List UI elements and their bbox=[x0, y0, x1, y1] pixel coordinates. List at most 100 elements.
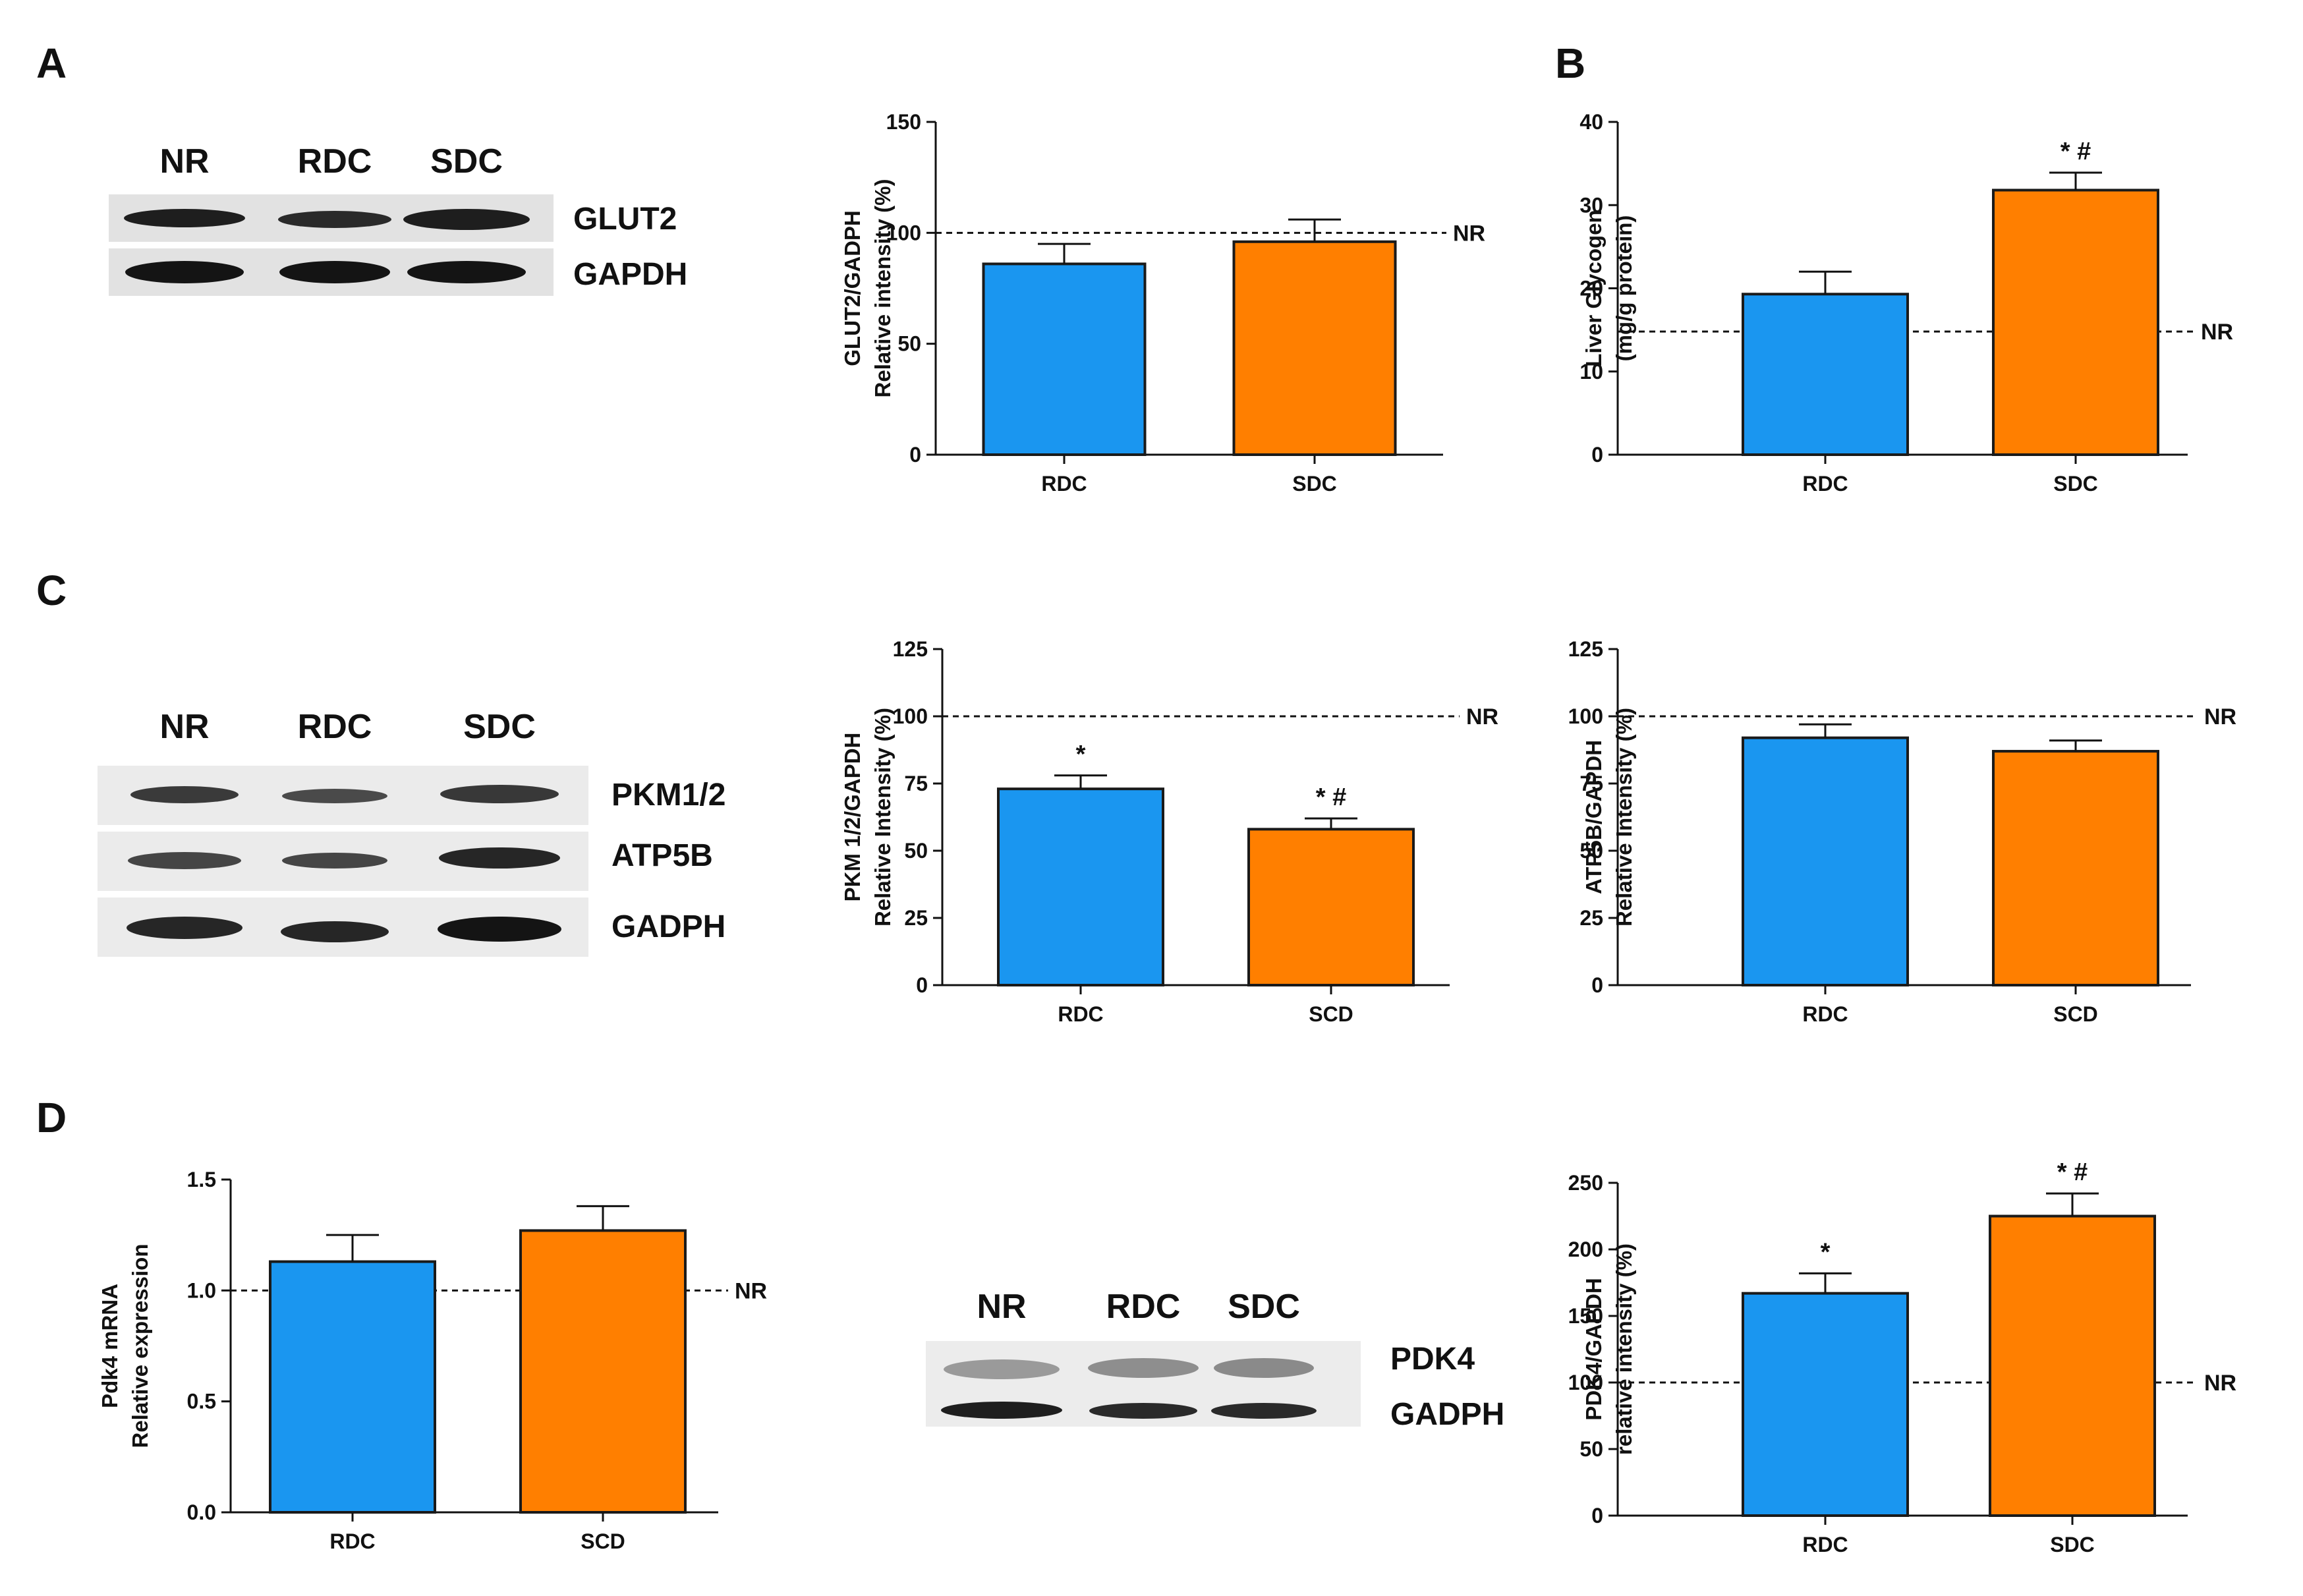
y-tick-label: 0 bbox=[1591, 973, 1603, 997]
x-tick-label: SCD bbox=[2053, 1002, 2098, 1026]
x-tick-label: RDC bbox=[329, 1529, 375, 1553]
blot-lane-label: SDC bbox=[463, 708, 536, 746]
blot-protein-label: GAPDH bbox=[573, 257, 687, 292]
blot-lane-label: SDC bbox=[430, 142, 503, 181]
blot-band bbox=[403, 209, 530, 230]
y-tick-label: 20 bbox=[1579, 277, 1603, 300]
y-axis-title: PDK4/GAPDH relative intensity (%) bbox=[1581, 1243, 1636, 1455]
y-axis-title: Pdk4 mRNA Relative expression bbox=[98, 1244, 152, 1448]
western-blot-a: NR RDC SDC GLUT2 GAPDH bbox=[109, 142, 687, 296]
blot-lane-label: RDC bbox=[298, 708, 372, 746]
significance-label: * bbox=[1821, 1238, 1831, 1266]
y-tick-label: 0 bbox=[1591, 1504, 1603, 1527]
western-blot-c: NR RDC SDC PKM1/2 ATP5B GADPH bbox=[98, 708, 725, 957]
reference-label: NR bbox=[2204, 1371, 2236, 1396]
y-axis-title: GLUT2/GADPH Relative intensity (%) bbox=[840, 179, 895, 398]
reference-label: NR bbox=[2204, 704, 2236, 729]
blot-band bbox=[1088, 1358, 1199, 1378]
blot-band bbox=[438, 917, 561, 942]
bar-chart-liver-glycogen: 0 10 20 30 40 NR RDC SDC * # Liver Glycogen (mg/g … bbox=[1579, 110, 2233, 496]
x-tick-label: SDC bbox=[2050, 1533, 2095, 1556]
significance-label: * # bbox=[2061, 138, 2091, 165]
panel-label-a: A bbox=[36, 40, 67, 87]
y-tick-label: 100 bbox=[1568, 704, 1603, 728]
blot-band bbox=[439, 847, 560, 869]
blot-band bbox=[1211, 1403, 1317, 1419]
blot-protein-label: PDK4 bbox=[1390, 1342, 1475, 1377]
reference-label: NR bbox=[1453, 221, 1485, 246]
x-tick-label: SCD bbox=[581, 1529, 625, 1553]
y-tick-label: 0 bbox=[1591, 443, 1603, 467]
blot-protein-label: GADPH bbox=[1390, 1397, 1504, 1432]
panel-label-c: C bbox=[36, 567, 67, 614]
bar bbox=[1742, 1292, 1909, 1518]
blot-band bbox=[282, 853, 387, 869]
blot-protein-label: PKM1/2 bbox=[611, 778, 725, 812]
y-tick-label: 25 bbox=[1579, 906, 1603, 930]
y-axis-title: Liver Glycogen (mg/g protein) bbox=[1581, 210, 1636, 366]
bar-chart-atp5b: 0 25 50 75 100 125 NR RDC SCD ATP5B/GAPDH Relative… bbox=[1568, 637, 2237, 1026]
y-tick-label: 75 bbox=[904, 772, 928, 795]
blot-band bbox=[278, 211, 391, 228]
x-tick-label: SDC bbox=[1292, 472, 1337, 496]
blot-band bbox=[282, 789, 387, 803]
y-tick-label: 100 bbox=[893, 704, 928, 728]
x-tick-label: RDC bbox=[1802, 1533, 1848, 1556]
blot-band bbox=[440, 785, 559, 803]
y-tick-label: 100 bbox=[886, 221, 921, 244]
y-tick-label: 25 bbox=[904, 906, 928, 930]
x-tick-label: RDC bbox=[1802, 472, 1848, 496]
blot-band bbox=[944, 1359, 1060, 1379]
y-tick-label: 50 bbox=[1579, 1437, 1603, 1461]
y-tick-label: 150 bbox=[886, 110, 921, 134]
reference-label: NR bbox=[735, 1278, 767, 1303]
y-tick-label: 100 bbox=[1568, 1371, 1603, 1394]
bar-chart-pdk4-mrna: 0.0 0.5 1.0 1.5 NR RDC SCD Pdk4 mRNA Relative ex… bbox=[98, 1168, 767, 1553]
reference-label: NR bbox=[1466, 704, 1498, 729]
blot-band bbox=[1089, 1403, 1197, 1419]
y-tick-label: 40 bbox=[1579, 110, 1603, 134]
blot-band bbox=[1214, 1358, 1314, 1378]
y-tick-label: 50 bbox=[904, 839, 928, 863]
bar-chart-pdk4-protein: 0 50 100 150 200 250 NR RDC * SDC * # PDK4/GAPDH rel… bbox=[1568, 1158, 2237, 1556]
x-tick-label: RDC bbox=[1041, 472, 1087, 496]
blot-band bbox=[130, 786, 239, 803]
blot-band bbox=[128, 852, 241, 869]
blot-lane-label: NR bbox=[159, 708, 209, 746]
blot-band bbox=[127, 917, 242, 939]
y-tick-label: 50 bbox=[897, 332, 921, 356]
western-blot-d: NR RDC SDC PDK4 GADPH bbox=[926, 1288, 1504, 1432]
y-tick-label: 1.0 bbox=[187, 1278, 216, 1302]
y-tick-label: 0 bbox=[916, 973, 928, 997]
blot-band bbox=[407, 261, 526, 283]
x-tick-label: SCD bbox=[1309, 1002, 1353, 1026]
y-axis-title: PKM 1/2/GAPDH Relative Intensity (%) bbox=[840, 708, 895, 926]
y-tick-label: 0.0 bbox=[187, 1500, 216, 1524]
bar bbox=[1992, 750, 2159, 987]
bar bbox=[1989, 1214, 2156, 1517]
blot-band bbox=[125, 261, 244, 283]
bar bbox=[997, 787, 1164, 987]
bar bbox=[1992, 188, 2159, 456]
blot-band bbox=[941, 1402, 1062, 1419]
bar bbox=[1232, 240, 1397, 456]
y-tick-label: 0.5 bbox=[187, 1390, 216, 1413]
y-tick-label: 125 bbox=[893, 637, 928, 661]
x-tick-label: RDC bbox=[1058, 1002, 1103, 1026]
y-tick-label: 75 bbox=[1579, 772, 1603, 795]
y-tick-label: 150 bbox=[1568, 1304, 1603, 1328]
x-tick-label: RDC bbox=[1802, 1002, 1848, 1026]
significance-label: * bbox=[1076, 741, 1086, 768]
significance-label: * # bbox=[1316, 784, 1346, 811]
bar bbox=[1742, 736, 1909, 986]
y-tick-label: 250 bbox=[1568, 1171, 1603, 1195]
bar bbox=[1247, 828, 1415, 986]
y-tick-label: 200 bbox=[1568, 1238, 1603, 1261]
blot-lane-label: RDC bbox=[1106, 1288, 1181, 1326]
blot-lane-label: NR bbox=[159, 142, 209, 181]
y-tick-label: 30 bbox=[1579, 193, 1603, 217]
bar bbox=[519, 1229, 687, 1514]
significance-label: * # bbox=[2057, 1158, 2088, 1186]
blot-protein-label: GLUT2 bbox=[573, 202, 677, 237]
